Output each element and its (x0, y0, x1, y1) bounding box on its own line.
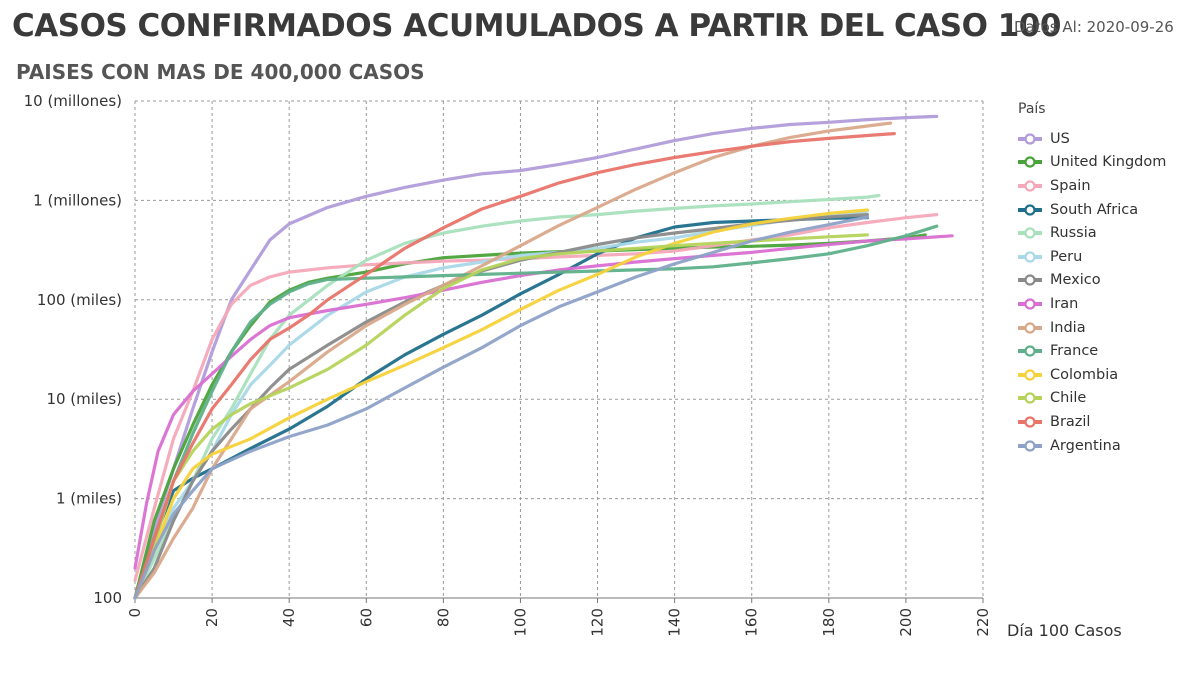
series-line-us (133, 114, 939, 600)
chart-title: CASOS CONFIRMADOS ACUMULADOS A PARTIR DE… (12, 8, 1061, 44)
legend-label: South Africa (1050, 201, 1139, 218)
legend-swatch (1018, 203, 1042, 216)
series-line-russia (133, 193, 881, 600)
legend-swatch (1018, 156, 1042, 168)
legend-label: Chile (1050, 390, 1087, 407)
legend-label: Colombia (1050, 366, 1119, 383)
legend-item-peru[interactable]: Peru (1018, 245, 1196, 269)
y-tick-label: 100 (miles) (37, 291, 122, 309)
legend-item-russia[interactable]: Russia (1018, 221, 1196, 245)
legend-swatch (1018, 321, 1042, 334)
series-line-spain (133, 213, 939, 583)
series-line-argentina (133, 215, 869, 600)
chart-subtitle: PAISES CON MAS DE 400,000 CASOS (16, 60, 425, 84)
legend-swatch (1018, 133, 1042, 145)
x-tick-label: 220 (974, 608, 992, 637)
legend-item-chile[interactable]: Chile (1018, 387, 1196, 411)
series-line-peru (133, 209, 869, 600)
x-tick-label: 100 (511, 608, 529, 637)
legend-swatch (1018, 298, 1042, 310)
legend-swatch (1018, 392, 1042, 404)
legend-label: Spain (1050, 177, 1091, 194)
grid-lines (134, 100, 984, 599)
x-tick-label: 200 (897, 608, 915, 637)
legend-title: País (1018, 101, 1046, 117)
x-tick-label: 60 (357, 608, 375, 627)
legend-label: Argentina (1050, 437, 1121, 454)
y-tick-label: 1 (miles) (56, 490, 122, 508)
legend-swatch (1018, 416, 1042, 428)
legend-item-india[interactable]: India (1018, 316, 1196, 340)
series-line-united-kingdom (133, 233, 927, 600)
series-line-south-africa (133, 216, 869, 600)
series-lines (133, 114, 954, 600)
x-axis-title: Día 100 Casos (1007, 621, 1122, 640)
legend-label: Peru (1050, 248, 1083, 265)
data-date: Datos Al: 2020-09-26 (1014, 18, 1174, 36)
legend-swatch (1018, 345, 1042, 357)
legend-item-united-kingdom[interactable]: United Kingdom (1018, 151, 1196, 175)
x-tick-label: 160 (743, 608, 761, 637)
y-tick-label: 100 (93, 589, 122, 607)
legend-swatch (1018, 180, 1042, 192)
legend-label: Mexico (1050, 272, 1101, 289)
y-tick-label: 10 (miles) (46, 390, 122, 408)
x-tick-label: 0 (126, 608, 144, 618)
line-chart: 100 1 (miles) 10 (miles) 100 (miles) 1 (mill… (24, 92, 992, 637)
y-axis: 100 1 (miles) 10 (miles) 100 (miles) 1 (mill… (24, 92, 122, 607)
legend: País US United Kingdom Spain South Africa Ru… (1018, 101, 1196, 457)
x-tick-label: 140 (666, 608, 684, 637)
legend-swatch (1018, 251, 1042, 263)
series-line-france (133, 224, 939, 600)
y-tick-label: 10 (millones) (24, 92, 122, 110)
legend-item-mexico[interactable]: Mexico (1018, 269, 1196, 293)
legend-item-colombia[interactable]: Colombia (1018, 363, 1196, 387)
legend-item-spain[interactable]: Spain (1018, 174, 1196, 198)
legend-label: United Kingdom (1050, 154, 1167, 171)
x-tick-label: 40 (280, 608, 298, 627)
legend-label: Brazil (1050, 413, 1091, 430)
legend-item-france[interactable]: France (1018, 339, 1196, 363)
legend-swatch (1018, 274, 1042, 286)
legend-label: Iran (1050, 295, 1079, 312)
legend-item-brazil[interactable]: Brazil (1018, 410, 1196, 434)
legend-item-south-africa[interactable]: South Africa (1018, 198, 1196, 222)
x-tick-label: 120 (589, 608, 607, 637)
series-line-colombia (133, 208, 869, 600)
legend-label: France (1050, 343, 1099, 360)
legend-label: Russia (1050, 225, 1097, 242)
x-tick-label: 80 (434, 608, 452, 627)
legend-label: India (1050, 319, 1086, 336)
series-line-brazil (133, 132, 896, 600)
series-line-chile (133, 233, 869, 600)
legend-item-us[interactable]: US (1018, 127, 1196, 151)
legend-swatch (1018, 227, 1042, 239)
legend-label: US (1050, 130, 1070, 147)
legend-item-argentina[interactable]: Argentina (1018, 434, 1196, 458)
x-tick-label: 180 (820, 608, 838, 637)
legend-item-iran[interactable]: Iran (1018, 292, 1196, 316)
x-axis: 0 20 40 60 80 100 120 140 160 180 200 220 (126, 597, 992, 637)
x-tick-label: 20 (203, 608, 221, 627)
legend-swatch (1018, 439, 1042, 452)
y-tick-label: 1 (millones) (33, 191, 122, 209)
legend-swatch (1018, 369, 1042, 381)
